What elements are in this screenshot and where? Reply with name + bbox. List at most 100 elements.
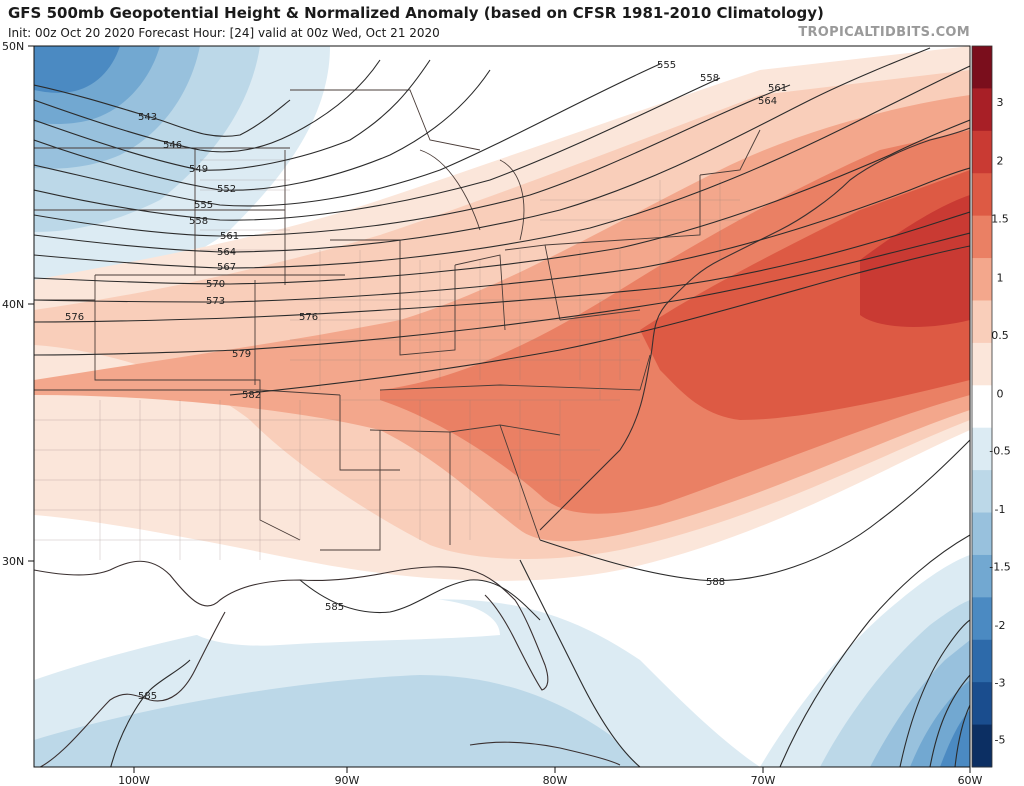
colorbar-label: -1.5 [989, 561, 1010, 574]
colorbar-swatch [972, 130, 992, 174]
colorbar-label: 1 [997, 271, 1004, 284]
contour-label-573: 573 [206, 296, 225, 307]
warm-anomaly-region-5 [640, 170, 970, 420]
contour-label-567: 567 [217, 262, 236, 273]
lon-label-70w: 70W [751, 774, 776, 786]
cold-anomaly-region-7 [34, 675, 640, 767]
border-oklahoma [34, 389, 341, 396]
latitude-axis: 50N 40N 30N [2, 40, 34, 568]
colorbar-swatch [972, 470, 992, 514]
contour-label-558-east: 558 [700, 73, 719, 84]
anomaly-shading [34, 46, 970, 767]
colorbar-label: -5 [995, 734, 1006, 747]
lon-label-60w: 60W [958, 774, 983, 786]
border-tn-ky [379, 384, 641, 391]
colorbar-swatch [972, 427, 992, 471]
chart-title: GFS 500mb Geopotential Height & Normaliz… [8, 4, 824, 22]
contour-label-546: 546 [163, 140, 182, 151]
border-lake-mich [419, 149, 481, 231]
border-mississippi [320, 430, 381, 551]
map-frame [33, 45, 971, 768]
contour-561 [34, 84, 791, 237]
colorbar-swatch [972, 88, 992, 132]
colorbar-swatch [972, 639, 992, 683]
contour-label-561-east: 561 [768, 83, 787, 94]
colorbar-swatch [972, 682, 992, 726]
contour-579-east [899, 619, 970, 767]
border-nc-va [639, 354, 651, 391]
atlantic-coastline [539, 127, 970, 531]
border-pa-ny [544, 175, 701, 246]
contour-label-561-west: 561 [220, 231, 239, 242]
cold-anomaly-region-5 [34, 46, 120, 93]
contour-570 [34, 119, 970, 285]
contour-label-582: 582 [242, 390, 261, 401]
contour-579 [34, 232, 970, 356]
cuba-coastline [469, 741, 621, 766]
border-michigan [499, 159, 525, 241]
colorbar-label: 1.5 [991, 212, 1009, 225]
contour-label-558-west: 558 [189, 216, 208, 227]
longitude-axis: 100W 90W 80W 70W 60W [118, 767, 983, 786]
lat-label-30n: 30N [2, 555, 24, 568]
contour-588-south [519, 559, 641, 767]
contour-573-east [929, 674, 970, 767]
contour-552 [34, 69, 491, 191]
colorbar-swatch [972, 173, 992, 217]
height-contours [34, 47, 970, 767]
warm-anomaly-region-6 [860, 195, 970, 327]
source-credit: TROPICALTIDBITS.COM [798, 25, 970, 40]
colorbar-swatch [972, 46, 992, 89]
contour-573 [34, 167, 970, 303]
colorbar-label: -1 [995, 503, 1006, 516]
contour-label-588: 588 [706, 577, 725, 588]
contour-label-555-east: 555 [657, 60, 676, 71]
contour-564 [34, 47, 931, 253]
contour-546 [34, 59, 381, 153]
border-illinois [399, 260, 456, 356]
mexico-coastline [39, 611, 226, 767]
forecast-subtitle: Init: 00z Oct 20 2020 Forecast Hour: [24… [8, 26, 440, 40]
contour-576 [34, 211, 970, 323]
lat-label-40n: 40N [2, 298, 24, 311]
lon-label-100w: 100W [118, 774, 150, 786]
contour-label-549: 549 [189, 164, 208, 175]
border-west-1 [94, 275, 261, 465]
contour-label-564-east: 564 [758, 96, 777, 107]
colorbar-swatch [972, 215, 992, 259]
colorbar-swatch [972, 554, 992, 598]
contour-555 [34, 63, 661, 207]
contour-label-570: 570 [206, 279, 225, 290]
contour-549 [34, 59, 431, 171]
colorbar-frame [971, 45, 993, 768]
colorbar-swatch [972, 512, 992, 556]
colorbar-swatch [972, 385, 992, 429]
contour-567 [34, 65, 970, 269]
neutral-region-gulf [180, 597, 500, 646]
colorbar-label: -0.5 [989, 444, 1010, 457]
colorbar-label: -2 [995, 619, 1006, 632]
gulf-coastline [34, 560, 549, 691]
colorbar-swatch [972, 300, 992, 344]
contour-label-585-gulf: 585 [325, 602, 344, 613]
colorbar-label: 2 [997, 155, 1004, 168]
contour-label-564-west: 564 [217, 247, 236, 258]
colorbar-swatch [972, 342, 992, 386]
contour-585-east [779, 534, 970, 767]
contour-588 [539, 439, 970, 582]
contour-label-552: 552 [217, 184, 236, 195]
border-indiana [454, 254, 506, 331]
contour-567-east [954, 704, 970, 767]
contour-558 [34, 77, 721, 221]
contour-label-576-west: 576 [65, 312, 84, 323]
contour-582 [229, 245, 970, 396]
colorbar-label: -3 [995, 677, 1006, 690]
contour-label-585-mexico: 585 [138, 691, 157, 702]
colorbar-swatch [972, 597, 992, 641]
coastline [34, 127, 970, 767]
contour-543 [34, 84, 291, 137]
county-borders [34, 159, 740, 560]
lon-label-80w: 80W [543, 774, 568, 786]
contour-585 [299, 579, 541, 621]
